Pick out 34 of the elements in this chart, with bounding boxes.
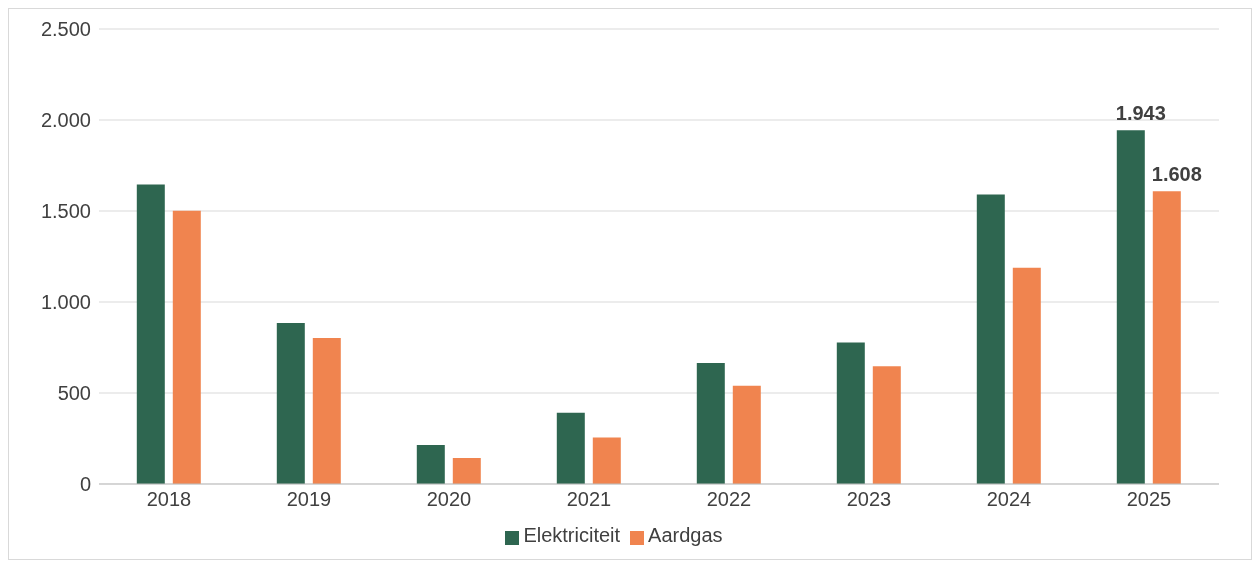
x-tick-label: 2023	[846, 488, 892, 511]
x-tick-label: 2024	[986, 488, 1032, 511]
y-tick-label: 1.500	[40, 200, 91, 223]
bar	[1012, 267, 1041, 484]
bar	[696, 362, 725, 484]
y-tick-label: 1.000	[40, 291, 91, 314]
bar	[592, 437, 621, 484]
data-label: 1.608	[1151, 163, 1202, 186]
bar	[172, 210, 201, 484]
x-tick-label: 2018	[146, 488, 192, 511]
legend-label: Aardgas	[648, 524, 723, 546]
bar	[416, 445, 445, 484]
legend-label: Elektriciteit	[523, 524, 621, 546]
x-tick-label: 2022	[706, 488, 752, 511]
y-tick-label: 2.500	[40, 18, 91, 41]
y-tick-label: 2.000	[40, 109, 91, 132]
y-tick-label: 0	[79, 473, 91, 496]
x-tick-label: 2020	[426, 488, 472, 511]
bar	[136, 184, 165, 484]
bar	[872, 366, 901, 484]
bar	[556, 412, 585, 484]
x-tick-label: 2019	[286, 488, 332, 511]
bar	[452, 457, 481, 484]
y-tick-label: 500	[57, 382, 91, 405]
bar	[836, 342, 865, 484]
bar	[732, 385, 761, 484]
bar	[1152, 191, 1181, 484]
data-label: 1.943	[1115, 102, 1166, 125]
bar	[312, 338, 341, 484]
bar	[1116, 130, 1145, 484]
bar	[276, 322, 305, 484]
bar	[976, 194, 1005, 484]
x-tick-label: 2021	[566, 488, 612, 511]
x-tick-label: 2025	[1126, 488, 1172, 511]
